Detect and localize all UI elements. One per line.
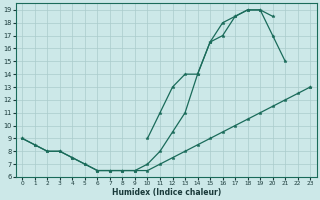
X-axis label: Humidex (Indice chaleur): Humidex (Indice chaleur) bbox=[112, 188, 221, 197]
